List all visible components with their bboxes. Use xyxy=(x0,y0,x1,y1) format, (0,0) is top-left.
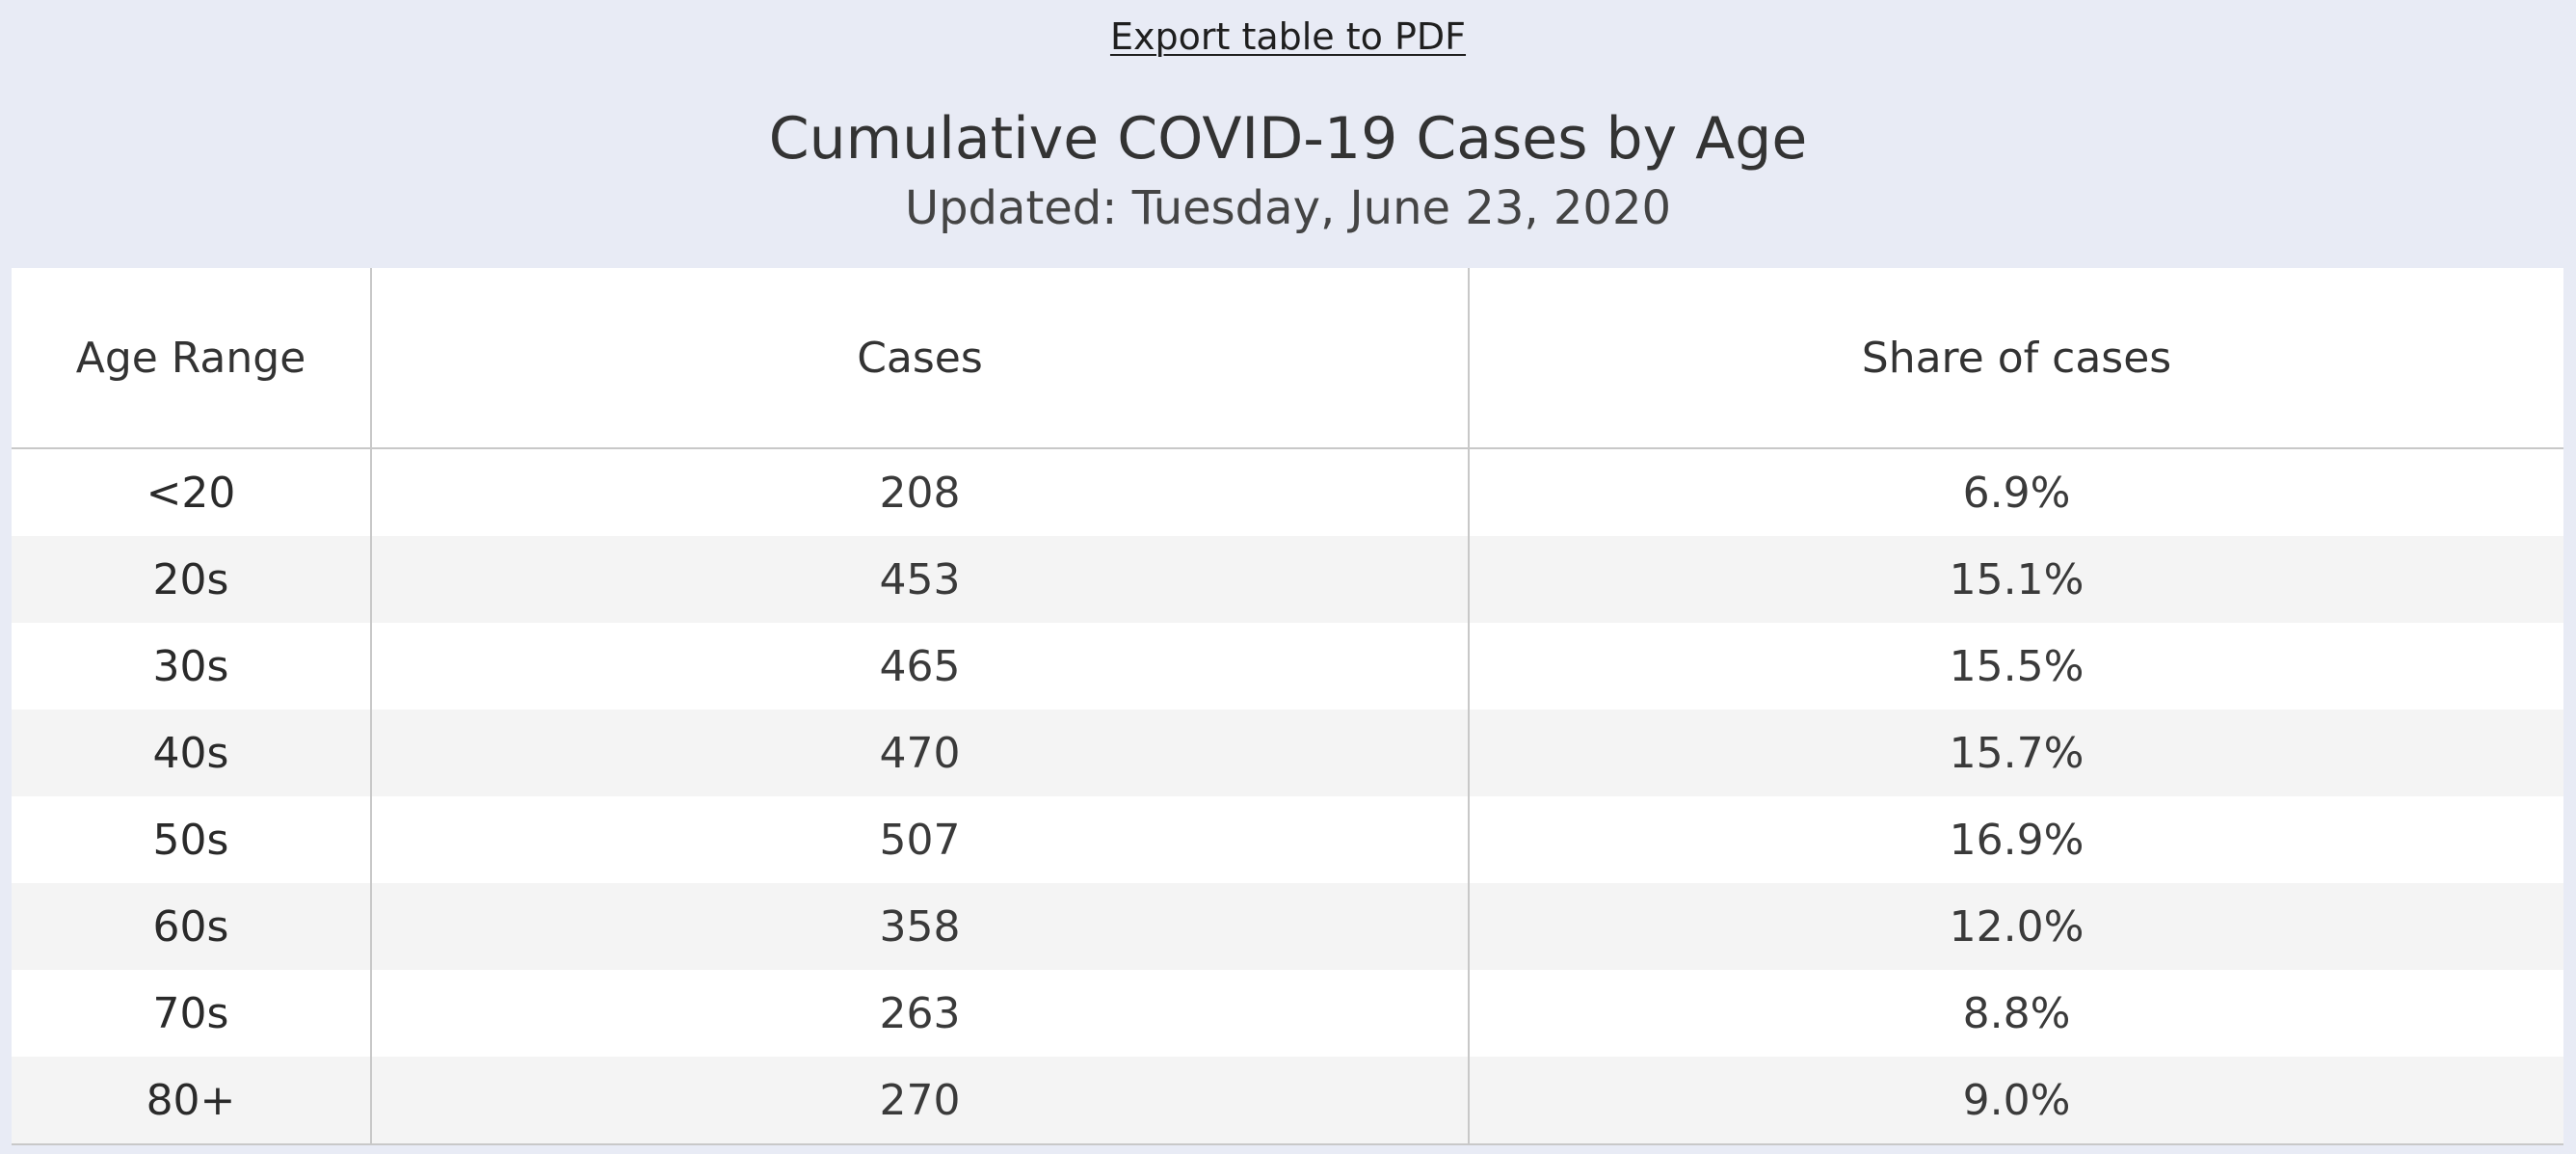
page-subtitle: Updated: Tuesday, June 23, 2020 xyxy=(904,181,1672,235)
cases-cell: 263 xyxy=(370,970,1469,1057)
table-row: <20 208 6.9% xyxy=(12,448,2563,536)
table-row: 50s 507 16.9% xyxy=(12,796,2563,883)
share-cell: 9.0% xyxy=(1468,1057,2563,1145)
share-cell: 8.8% xyxy=(1468,970,2563,1057)
export-bar: Export table to PDF xyxy=(0,13,2576,60)
age-range-cell: <20 xyxy=(146,468,236,518)
age-range-cell: 30s xyxy=(152,641,229,691)
share-cell: 15.5% xyxy=(1468,623,2563,710)
cases-cell: 507 xyxy=(370,796,1469,883)
column-header-cases: Cases xyxy=(370,268,1469,449)
table-row: 20s 453 15.1% xyxy=(12,536,2563,623)
age-range-cell: 70s xyxy=(152,988,229,1038)
table-row: 70s 263 8.8% xyxy=(12,970,2563,1057)
share-cell: 12.0% xyxy=(1468,883,2563,970)
cases-cell: 208 xyxy=(370,448,1469,536)
table-header-row: Age Range Cases Share of cases xyxy=(12,268,2563,449)
share-cell: 6.9% xyxy=(1468,448,2563,536)
age-range-cell: 80+ xyxy=(12,1057,371,1145)
cases-cell: 465 xyxy=(370,623,1469,710)
table-row: 40s 470 15.7% xyxy=(12,710,2563,796)
cases-by-age-table: Age Range Cases Share of cases <20 208 6… xyxy=(12,268,2563,1145)
column-header-share-of-cases: Share of cases xyxy=(1468,268,2563,449)
page-title: Cumulative COVID-19 Cases by Age xyxy=(768,105,1808,173)
age-range-cell: 50s xyxy=(152,815,229,865)
share-cell: 15.7% xyxy=(1468,710,2563,796)
age-range-cell: 40s xyxy=(12,710,371,796)
table-row: 60s 358 12.0% xyxy=(12,883,2563,970)
cases-cell: 453 xyxy=(370,536,1469,623)
cases-cell: 470 xyxy=(370,710,1469,796)
share-cell: 15.1% xyxy=(1468,536,2563,623)
cases-table-container: Age Range Cases Share of cases <20 208 6… xyxy=(12,268,2563,1145)
age-range-cell: 20s xyxy=(12,536,371,623)
export-pdf-link[interactable]: Export table to PDF xyxy=(1109,15,1467,58)
table-row: 80+ 270 9.0% xyxy=(12,1057,2563,1145)
age-range-cell: 60s xyxy=(12,883,371,970)
column-header-age-range: Age Range xyxy=(12,268,371,449)
table-row: 30s 465 15.5% xyxy=(12,623,2563,710)
cases-cell: 270 xyxy=(370,1057,1469,1145)
share-cell: 16.9% xyxy=(1468,796,2563,883)
cases-cell: 358 xyxy=(370,883,1469,970)
